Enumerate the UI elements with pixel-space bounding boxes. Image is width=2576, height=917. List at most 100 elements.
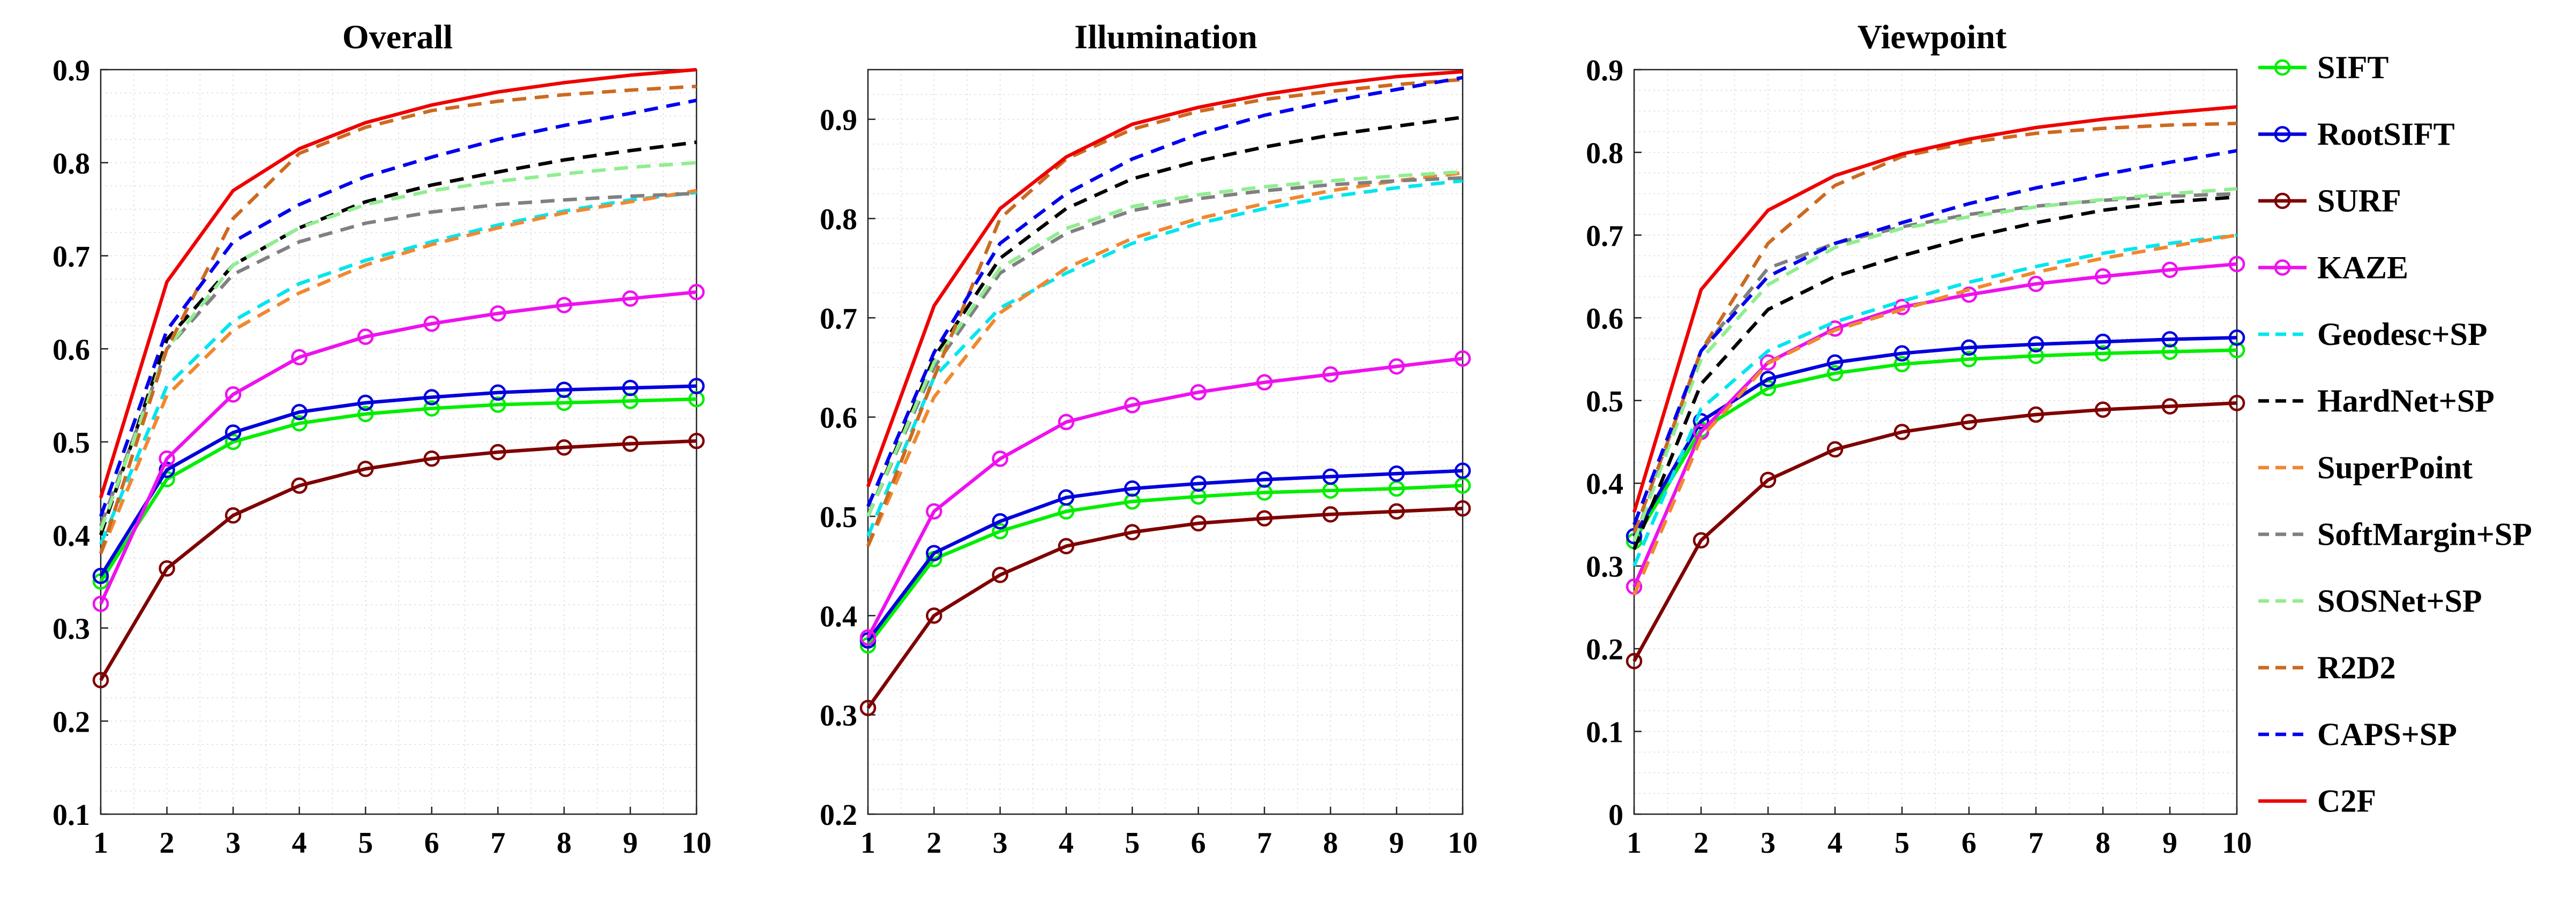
chart-title: Illumination xyxy=(1074,18,1257,56)
series-line-geodesc-sp xyxy=(1633,233,2237,567)
series-line-sosnet-sp xyxy=(99,161,697,531)
data-point-rootsift xyxy=(357,394,374,411)
x-tick-label: 4 xyxy=(292,826,307,860)
legend-marker xyxy=(2274,59,2291,76)
data-point-surf xyxy=(1322,506,1339,523)
chart-panel-overall: Overall 1 2 3 4 5 6 7 8 9 10 0.1 0.2 0.3 0.4 0.5 0.6 0.7… xyxy=(53,18,712,860)
legend-item-caps-sp: CAPS+SP xyxy=(2258,717,2457,752)
x-tick-label: 10 xyxy=(2222,826,2252,860)
data-point-surf xyxy=(622,435,639,452)
data-point-rootsift xyxy=(291,404,308,420)
data-point-rootsift xyxy=(2161,331,2178,348)
data-point-surf xyxy=(423,450,440,467)
legend-item-sosnet-sp: SOSNet+SP xyxy=(2258,583,2482,619)
series-group xyxy=(92,67,705,689)
data-point-kaze xyxy=(1826,320,1844,337)
series-line-sosnet-sp xyxy=(1632,187,2237,542)
data-point-sift xyxy=(2027,348,2045,364)
data-point-kaze xyxy=(1322,366,1339,383)
data-point-rootsift xyxy=(1893,345,1911,362)
data-point-rootsift xyxy=(2228,329,2245,346)
legend-label: C2F xyxy=(2317,784,2376,819)
series-line-sift xyxy=(99,397,697,583)
legend-label: CAPS+SP xyxy=(2317,717,2457,752)
data-point-sift xyxy=(1826,365,1844,382)
data-point-kaze xyxy=(688,284,705,300)
data-point-rootsift xyxy=(556,381,573,398)
data-point-surf xyxy=(92,672,109,689)
data-point-surf xyxy=(1960,414,1978,431)
data-point-surf xyxy=(224,507,242,524)
series-line-r2d2 xyxy=(1632,122,2237,534)
y-tick-label: 0.9 xyxy=(820,104,857,137)
series-line-superpoint xyxy=(1633,233,2237,596)
legend-item-c2f: C2F xyxy=(2258,784,2376,819)
data-point-rootsift xyxy=(224,424,242,441)
y-tick-label: 0 xyxy=(1608,799,1623,832)
data-point-rootsift xyxy=(423,389,440,405)
x-tick-label: 9 xyxy=(623,826,638,860)
data-point-kaze xyxy=(1960,286,1978,303)
data-point-rootsift xyxy=(622,379,639,396)
data-point-surf xyxy=(688,433,705,449)
data-point-surf xyxy=(291,477,308,494)
series-line-c2f xyxy=(866,70,1463,487)
legend-item-softmargin-sp: SoftMargin+SP xyxy=(2258,517,2532,552)
data-point-rootsift xyxy=(490,384,506,401)
series-line-rootsift xyxy=(866,469,1463,642)
data-point-kaze xyxy=(490,305,506,322)
series-line-caps-sp xyxy=(99,99,697,517)
data-point-rootsift xyxy=(1256,471,1273,488)
x-tick-label: 1 xyxy=(1627,826,1642,860)
y-tick-label: 0.8 xyxy=(53,147,90,181)
data-point-kaze xyxy=(622,290,639,307)
data-point-surf xyxy=(159,560,175,577)
data-point-rootsift xyxy=(2094,333,2111,350)
data-point-surf xyxy=(1256,510,1273,527)
legend-marker xyxy=(2274,126,2291,142)
legend-label: Geodesc+SP xyxy=(2317,317,2488,352)
chart-title: Overall xyxy=(342,18,453,56)
y-tick-label: 0.4 xyxy=(1586,468,1623,501)
legend-marker xyxy=(2274,259,2291,276)
data-point-sift xyxy=(1759,380,1777,396)
legend-label: SoftMargin+SP xyxy=(2317,517,2532,552)
data-point-sift xyxy=(1960,351,1978,367)
data-point-kaze xyxy=(2094,268,2111,285)
y-tick-label: 0.6 xyxy=(1586,302,1623,335)
data-point-surf xyxy=(2161,398,2178,415)
legend-label: SIFT xyxy=(2317,50,2388,85)
data-point-rootsift xyxy=(1826,354,1844,371)
data-point-kaze xyxy=(1124,397,1141,414)
data-point-kaze xyxy=(1388,358,1405,375)
y-tick-label: 0.7 xyxy=(53,240,90,274)
x-tick-label: 5 xyxy=(358,826,373,860)
data-point-rootsift xyxy=(688,378,705,394)
data-point-surf xyxy=(1693,532,1710,549)
series-line-superpoint xyxy=(866,171,1463,547)
series-group xyxy=(1626,105,2245,670)
data-point-kaze xyxy=(224,386,242,403)
data-point-kaze xyxy=(423,315,440,332)
data-point-sift xyxy=(490,396,506,413)
data-point-sift xyxy=(2094,345,2111,362)
legend-item-rootsift: RootSIFT xyxy=(2258,117,2455,152)
x-tick-label: 4 xyxy=(1828,826,1843,860)
y-tick-label: 0.5 xyxy=(1586,385,1623,418)
series-line-surf xyxy=(1633,401,2237,662)
x-tick-label: 10 xyxy=(1448,826,1478,860)
legend-label: KAZE xyxy=(2317,250,2408,285)
data-point-surf xyxy=(2228,395,2245,411)
data-point-surf xyxy=(1454,500,1471,517)
data-point-kaze xyxy=(291,349,308,366)
series-line-kaze xyxy=(99,290,697,605)
x-tick-label: 7 xyxy=(2028,826,2043,860)
legend-item-sift: SIFT xyxy=(2258,50,2388,85)
data-point-rootsift xyxy=(1759,371,1777,387)
data-point-kaze xyxy=(1190,384,1207,401)
data-point-surf xyxy=(1626,653,1643,670)
series-line-sift xyxy=(1633,348,2237,543)
data-point-surf xyxy=(992,567,1008,583)
data-point-surf xyxy=(1826,441,1844,458)
data-point-rootsift xyxy=(992,513,1008,530)
